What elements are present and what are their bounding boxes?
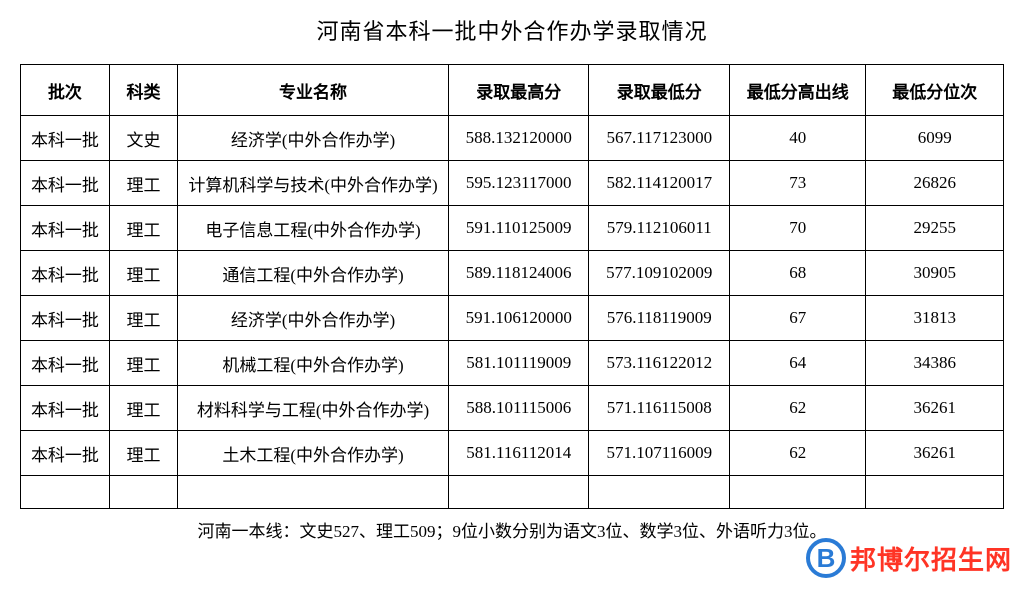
cell-rank: 36261 bbox=[866, 386, 1004, 431]
cell-major: 经济学(中外合作办学) bbox=[178, 116, 449, 161]
table-row: 本科一批 理工 计算机科学与技术(中外合作办学) 595.123117000 5… bbox=[21, 161, 1004, 206]
cell-min: 576.118119009 bbox=[589, 296, 730, 341]
table-row: 本科一批 理工 经济学(中外合作办学) 591.106120000 576.11… bbox=[21, 296, 1004, 341]
cell-batch: 本科一批 bbox=[21, 116, 110, 161]
cell-subject: 理工 bbox=[109, 341, 177, 386]
table-row: 本科一批 理工 电子信息工程(中外合作办学) 591.110125009 579… bbox=[21, 206, 1004, 251]
cell-diff: 62 bbox=[730, 431, 866, 476]
table-row: 本科一批 理工 土木工程(中外合作办学) 581.116112014 571.1… bbox=[21, 431, 1004, 476]
cell-diff: 62 bbox=[730, 386, 866, 431]
cell-diff: 67 bbox=[730, 296, 866, 341]
table-row: 本科一批 理工 材料科学与工程(中外合作办学) 588.101115006 57… bbox=[21, 386, 1004, 431]
col-subject: 科类 bbox=[109, 65, 177, 116]
col-rank: 最低分位次 bbox=[866, 65, 1004, 116]
cell-diff: 64 bbox=[730, 341, 866, 386]
cell-major: 机械工程(中外合作办学) bbox=[178, 341, 449, 386]
cell-empty bbox=[866, 476, 1004, 509]
watermark: B 邦博尔招生网 bbox=[806, 538, 1012, 578]
cell-max: 588.101115006 bbox=[448, 386, 589, 431]
col-diff: 最低分高出线 bbox=[730, 65, 866, 116]
cell-rank: 6099 bbox=[866, 116, 1004, 161]
cell-diff: 70 bbox=[730, 206, 866, 251]
cell-batch: 本科一批 bbox=[21, 386, 110, 431]
cell-batch: 本科一批 bbox=[21, 341, 110, 386]
cell-subject: 理工 bbox=[109, 161, 177, 206]
cell-min: 573.116122012 bbox=[589, 341, 730, 386]
cell-major: 经济学(中外合作办学) bbox=[178, 296, 449, 341]
table-header-row: 批次 科类 专业名称 录取最高分 录取最低分 最低分高出线 最低分位次 bbox=[21, 65, 1004, 116]
cell-min: 582.114120017 bbox=[589, 161, 730, 206]
cell-subject: 理工 bbox=[109, 206, 177, 251]
cell-subject: 理工 bbox=[109, 251, 177, 296]
cell-empty bbox=[109, 476, 177, 509]
cell-rank: 31813 bbox=[866, 296, 1004, 341]
cell-batch: 本科一批 bbox=[21, 206, 110, 251]
cell-max: 588.132120000 bbox=[448, 116, 589, 161]
cell-rank: 26826 bbox=[866, 161, 1004, 206]
cell-max: 591.110125009 bbox=[448, 206, 589, 251]
cell-major: 电子信息工程(中外合作办学) bbox=[178, 206, 449, 251]
cell-subject: 文史 bbox=[109, 116, 177, 161]
table-row-empty bbox=[21, 476, 1004, 509]
cell-rank: 30905 bbox=[866, 251, 1004, 296]
cell-diff: 68 bbox=[730, 251, 866, 296]
col-major: 专业名称 bbox=[178, 65, 449, 116]
cell-min: 571.116115008 bbox=[589, 386, 730, 431]
cell-batch: 本科一批 bbox=[21, 251, 110, 296]
watermark-logo-icon: B bbox=[806, 538, 846, 578]
cell-max: 581.101119009 bbox=[448, 341, 589, 386]
cell-min: 579.112106011 bbox=[589, 206, 730, 251]
col-min: 录取最低分 bbox=[589, 65, 730, 116]
table-row: 本科一批 理工 通信工程(中外合作办学) 589.118124006 577.1… bbox=[21, 251, 1004, 296]
cell-empty bbox=[178, 476, 449, 509]
col-batch: 批次 bbox=[21, 65, 110, 116]
cell-diff: 40 bbox=[730, 116, 866, 161]
cell-max: 591.106120000 bbox=[448, 296, 589, 341]
cell-rank: 36261 bbox=[866, 431, 1004, 476]
cell-subject: 理工 bbox=[109, 386, 177, 431]
cell-max: 589.118124006 bbox=[448, 251, 589, 296]
cell-rank: 34386 bbox=[866, 341, 1004, 386]
cell-subject: 理工 bbox=[109, 431, 177, 476]
cell-max: 581.116112014 bbox=[448, 431, 589, 476]
cell-subject: 理工 bbox=[109, 296, 177, 341]
cell-major: 通信工程(中外合作办学) bbox=[178, 251, 449, 296]
table-row: 本科一批 理工 机械工程(中外合作办学) 581.101119009 573.1… bbox=[21, 341, 1004, 386]
cell-diff: 73 bbox=[730, 161, 866, 206]
cell-batch: 本科一批 bbox=[21, 161, 110, 206]
cell-rank: 29255 bbox=[866, 206, 1004, 251]
cell-max: 595.123117000 bbox=[448, 161, 589, 206]
table-row: 本科一批 文史 经济学(中外合作办学) 588.132120000 567.11… bbox=[21, 116, 1004, 161]
cell-major: 材料科学与工程(中外合作办学) bbox=[178, 386, 449, 431]
admission-table: 批次 科类 专业名称 录取最高分 录取最低分 最低分高出线 最低分位次 本科一批… bbox=[20, 64, 1004, 549]
cell-batch: 本科一批 bbox=[21, 431, 110, 476]
cell-min: 571.107116009 bbox=[589, 431, 730, 476]
cell-empty bbox=[21, 476, 110, 509]
cell-empty bbox=[730, 476, 866, 509]
cell-major: 计算机科学与技术(中外合作办学) bbox=[178, 161, 449, 206]
col-max: 录取最高分 bbox=[448, 65, 589, 116]
page-title: 河南省本科一批中外合作办学录取情况 bbox=[20, 14, 1004, 46]
cell-min: 567.117123000 bbox=[589, 116, 730, 161]
cell-batch: 本科一批 bbox=[21, 296, 110, 341]
cell-empty bbox=[448, 476, 589, 509]
watermark-text: 邦博尔招生网 bbox=[850, 540, 1012, 577]
cell-min: 577.109102009 bbox=[589, 251, 730, 296]
cell-empty bbox=[589, 476, 730, 509]
cell-major: 土木工程(中外合作办学) bbox=[178, 431, 449, 476]
